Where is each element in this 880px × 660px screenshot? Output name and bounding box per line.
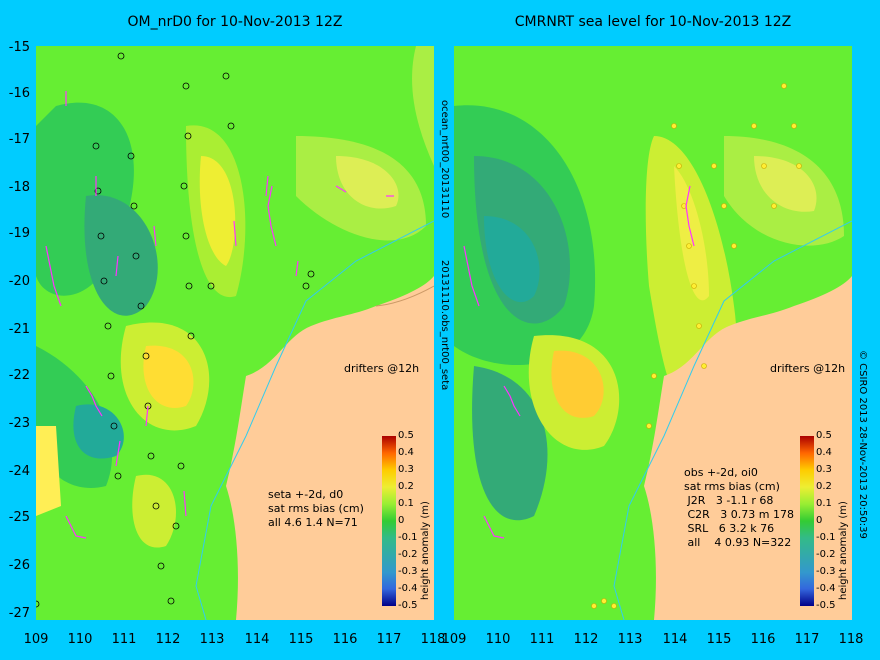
x-tick-label: 113: [617, 632, 643, 647]
cb-tick: 0.3: [398, 464, 414, 475]
right-drifters-legend: drifters @12h: [770, 362, 846, 375]
y-tick-label: -24: [8, 464, 30, 479]
y-tick-label: -25: [8, 510, 30, 525]
y-tick-label: -20: [8, 274, 30, 289]
x-tick-label: 118: [420, 632, 446, 647]
left-stats-note: seta +-2d, d0 sat rms bias (cm) all 4.6 …: [268, 488, 364, 529]
x-tick-label: 109: [23, 632, 49, 647]
cb-tick: 0.1: [398, 498, 414, 509]
y-tick-label: -27: [8, 606, 30, 621]
x-tick-label: 116: [750, 632, 776, 647]
cb-tick: -0.3: [816, 566, 836, 577]
y-tick-label: -26: [8, 558, 30, 573]
left-drifter-arrows: [45, 91, 394, 539]
y-tick-label: -23: [8, 416, 30, 431]
cb-tick: 0.5: [816, 430, 832, 441]
left-colorbar-title: height anomaly (m): [420, 501, 431, 600]
left-sea-level-map: [36, 46, 434, 620]
cb-tick: 0.4: [398, 447, 414, 458]
x-tick-label: 116: [332, 632, 358, 647]
cb-tick: -0.2: [398, 549, 418, 560]
cb-tick: -0.4: [816, 583, 836, 594]
cb-tick: 0.2: [816, 481, 832, 492]
y-tick-label: -19: [8, 226, 30, 241]
x-tick-label: 110: [485, 632, 511, 647]
right-colorbar: [800, 436, 814, 606]
x-tick-label: 117: [376, 632, 402, 647]
y-tick-label: -18: [8, 180, 30, 195]
x-tick-label: 109: [441, 632, 467, 647]
x-tick-label: 114: [662, 632, 688, 647]
y-tick-label: -22: [8, 368, 30, 383]
cb-tick: 0.5: [398, 430, 414, 441]
y-tick-label: -16: [8, 86, 30, 101]
left-colorbar: [382, 436, 396, 606]
x-tick-label: 117: [794, 632, 820, 647]
cb-tick: -0.3: [398, 566, 418, 577]
cb-tick: 0.3: [816, 464, 832, 475]
copyright-label: © CSIRO 2013 28-Nov-2013 20:50:39: [857, 350, 868, 539]
right-observation-points: [591, 83, 802, 609]
x-tick-label: 118: [838, 632, 864, 647]
y-tick-label: -21: [8, 322, 30, 337]
right-drifter-arrows: [463, 185, 695, 539]
x-tick-label: 112: [155, 632, 181, 647]
cb-tick: -0.4: [398, 583, 418, 594]
x-tick-label: 112: [573, 632, 599, 647]
y-tick-label: -17: [8, 132, 30, 147]
right-colorbar-title: height anomaly (m): [838, 501, 849, 600]
cb-tick: -0.5: [398, 600, 418, 611]
y-tick-label: -15: [8, 40, 30, 55]
x-tick-label: 115: [706, 632, 732, 647]
left-map-canvas: [36, 46, 434, 620]
x-tick-label: 114: [244, 632, 270, 647]
cb-tick: 0.1: [816, 498, 832, 509]
cb-tick: 0: [816, 515, 823, 526]
right-stats-note: obs +-2d, oi0 sat rms bias (cm) J2R 3 -1…: [684, 466, 794, 549]
x-tick-label: 110: [67, 632, 93, 647]
cb-tick: -0.1: [816, 532, 836, 543]
x-tick-label: 111: [529, 632, 555, 647]
middle-file-label: 20131110.obs_nrt00_seta: [439, 260, 450, 391]
middle-file-label-top: ocean_nrt00_20131110: [439, 100, 450, 219]
cb-tick: -0.5: [816, 600, 836, 611]
cb-tick: 0.4: [816, 447, 832, 458]
left-map-title: OM_nrD0 for 10-Nov-2013 12Z: [127, 14, 343, 30]
left-drifters-legend: drifters @12h: [344, 362, 420, 375]
cb-tick: -0.2: [816, 549, 836, 560]
cb-tick: 0: [398, 515, 405, 526]
x-tick-label: 113: [199, 632, 225, 647]
x-tick-label: 111: [111, 632, 137, 647]
x-tick-label: 115: [288, 632, 314, 647]
cb-tick: 0.2: [398, 481, 414, 492]
cb-tick: -0.1: [398, 532, 418, 543]
right-map-title: CMRNRT sea level for 10-Nov-2013 12Z: [514, 14, 792, 30]
